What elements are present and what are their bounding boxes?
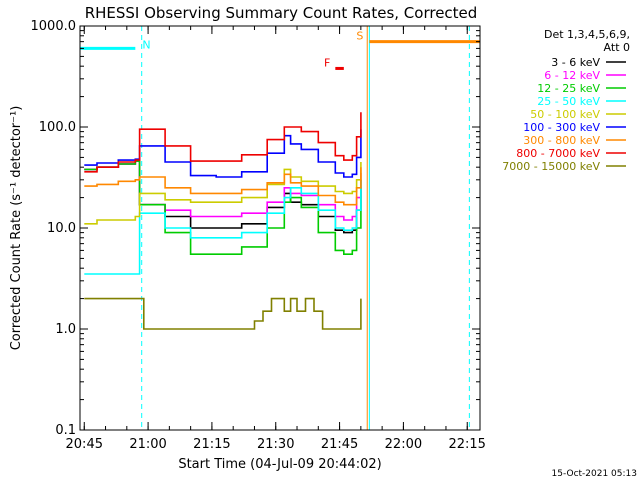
y-tick-label-3: 100.0 <box>39 120 76 135</box>
series-line-8 <box>84 297 362 330</box>
x-tick-label-0: 20:45 <box>66 437 103 452</box>
x-tick-label-3: 21:30 <box>257 437 294 452</box>
legend-label-6: 300 - 800 keV <box>523 134 600 147</box>
legend-label-7: 800 - 7000 keV <box>516 147 600 160</box>
series-line-0 <box>84 160 362 234</box>
legend-label-1: 6 - 12 keV <box>544 69 600 82</box>
legend-label-2: 12 - 25 keV <box>537 82 600 95</box>
series-line-5 <box>84 129 362 178</box>
y-tick-label-1: 1.0 <box>55 322 76 337</box>
x-tick-label-6: 22:15 <box>448 437 485 452</box>
series-line-2 <box>84 160 362 255</box>
series-line-6 <box>84 167 362 206</box>
y-tick-label-4: 1000.0 <box>31 19 77 34</box>
state-label-s: S <box>356 30 363 43</box>
y-axis-label: Corrected Count Rate (s⁻¹ detector⁻¹) <box>9 106 24 351</box>
legend-label-5: 100 - 300 keV <box>523 121 600 134</box>
legend-label-0: 3 - 6 keV <box>551 56 600 69</box>
series-line-7 <box>84 112 362 173</box>
x-tick-label-2: 21:15 <box>193 437 230 452</box>
legend-header-0: Det 1,3,4,5,6,9, <box>544 28 630 41</box>
legend-header-1: Att 0 <box>604 41 630 54</box>
x-tick-label-4: 21:45 <box>321 437 358 452</box>
y-tick-label-0: 0.1 <box>55 423 76 438</box>
x-tick-label-5: 22:00 <box>385 437 422 452</box>
plot-layer: N S F <box>79 26 480 430</box>
series-line-1 <box>84 160 362 221</box>
x-axis-label: Start Time (04-Jul-09 20:44:02) <box>178 457 381 472</box>
y-tick-label-2: 10.0 <box>47 221 76 236</box>
x-tick-label-1: 21:00 <box>129 437 166 452</box>
timestamp: 15-Oct-2021 05:13 <box>552 469 637 479</box>
state-label-f: F <box>324 56 330 69</box>
chart-title: RHESSI Observing Summary Count Rates, Co… <box>85 4 478 22</box>
series-line-4 <box>84 162 362 225</box>
legend-label-4: 50 - 100 keV <box>530 108 600 121</box>
series-line-3 <box>84 179 362 275</box>
legend-label-8: 7000 - 15000 keV <box>502 160 600 173</box>
axis-ticks: 20:45 21:00 21:15 21:30 21:45 22:00 22:15 0.1 1.… <box>31 19 486 452</box>
legend-label-3: 25 - 50 keV <box>537 95 600 108</box>
state-label-n: N <box>142 38 150 51</box>
